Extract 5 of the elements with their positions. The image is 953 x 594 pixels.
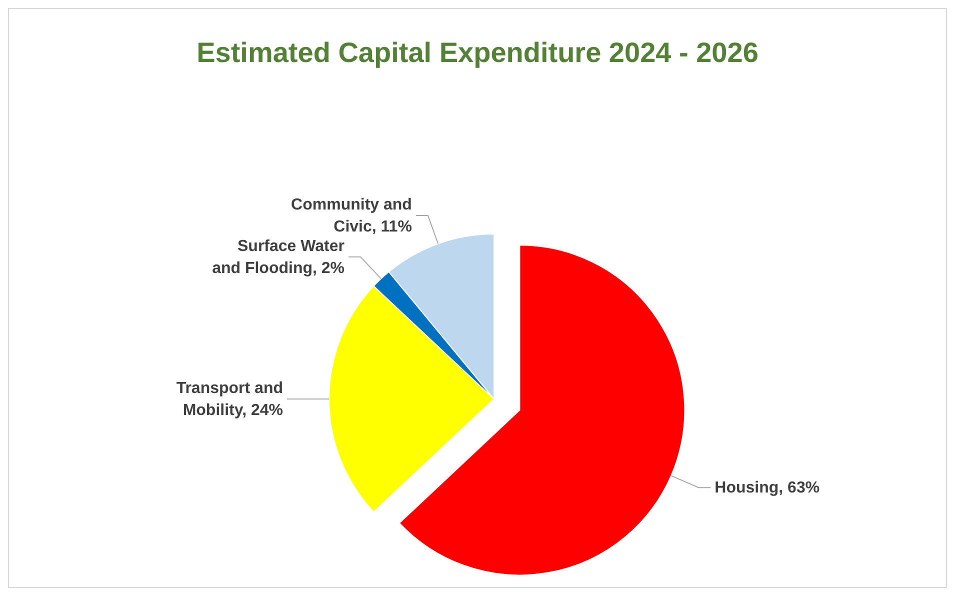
chart-title: Estimated Capital Expenditure 2024 - 2026 — [196, 37, 760, 69]
slice-label: Community and Civic, 11% — [291, 196, 412, 236]
slice-label: Surface Water and Flooding, 2% — [212, 237, 345, 276]
slice-label: Housing, 63% — [714, 479, 820, 496]
slice-label: Transport and Mobility, 24% — [176, 380, 283, 418]
